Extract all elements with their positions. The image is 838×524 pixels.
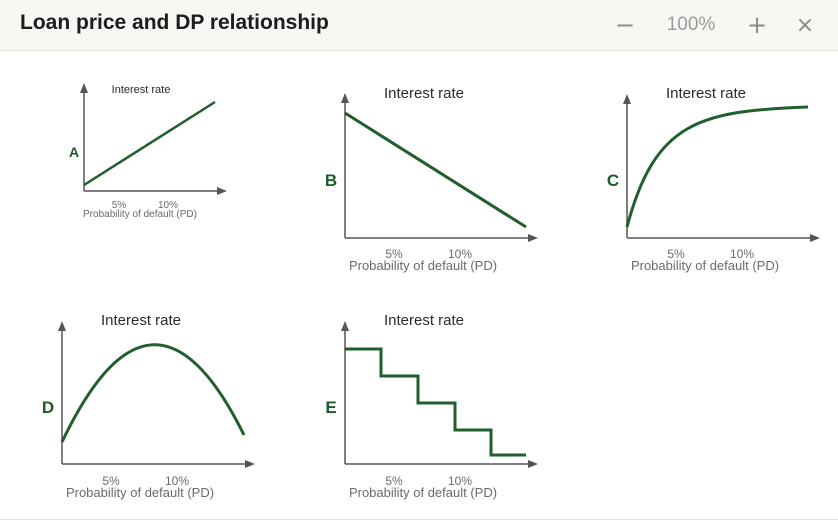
chart-c-tick-5: 5% [667,247,685,261]
chart-d-tick-10: 10% [165,474,189,488]
window-title: Loan price and DP relationship [20,11,329,34]
chart-c: Interest rate C 5% 10% Probability of de… [607,85,820,273]
zoom-in-button[interactable]: + [742,10,772,40]
chart-b-tick-10: 10% [448,247,472,261]
chart-a-tick-10: 10% [158,200,178,211]
chart-a-tick-5: 5% [112,200,127,211]
chart-e-xlabel: Probability of default (PD) [349,485,497,500]
chart-b-xlabel: Probability of default (PD) [349,258,497,273]
chart-c-ylabel: Interest rate [666,85,746,102]
chart-b-letter: B [325,171,337,190]
zoom-level: 100% [666,14,716,35]
chart-c-curve [625,105,809,228]
chart-b-tick-5: 5% [385,247,403,261]
chart-d-ylabel: Interest rate [101,312,181,329]
close-button[interactable]: × [790,10,820,40]
chart-a-curve [83,100,216,187]
pd-charts-figure: Interest rate A 5% 10% Probability of de… [42,83,820,500]
chart-b-curve [344,111,527,229]
chart-b-ylabel: Interest rate [384,85,464,102]
chart-e: Interest rate E 5% 10% Probability of de… [325,312,538,500]
chart-c-xlabel: Probability of default (PD) [631,258,779,273]
window-controls: − 100% + × [610,10,820,40]
chart-d-letter: D [42,398,54,417]
zoom-out-button[interactable]: − [610,10,640,40]
chart-a-xlabel: Probability of default (PD) [83,209,197,220]
chart-e-tick-5: 5% [385,474,403,488]
image-canvas: Interest rate A 5% 10% Probability of de… [0,51,838,519]
chart-a: Interest rate A 5% 10% Probability of de… [69,83,227,220]
chart-d-tick-5: 5% [102,474,120,488]
chart-b: Interest rate B 5% 10% Probability of de… [325,85,538,273]
chart-d: Interest rate D 5% 10% Probability of de… [42,312,255,500]
chart-e-letter: E [325,398,336,417]
chart-d-curve [60,343,246,443]
chart-e-ylabel: Interest rate [384,312,464,329]
chart-c-tick-10: 10% [730,247,754,261]
chart-a-ylabel: Interest rate [112,84,171,96]
chart-e-tick-10: 10% [448,474,472,488]
chart-e-curve [345,347,526,457]
chart-d-xlabel: Probability of default (PD) [66,485,214,500]
title-bar: Loan price and DP relationship − 100% + … [0,0,838,51]
chart-c-letter: C [607,171,619,190]
chart-a-letter: A [69,144,79,160]
